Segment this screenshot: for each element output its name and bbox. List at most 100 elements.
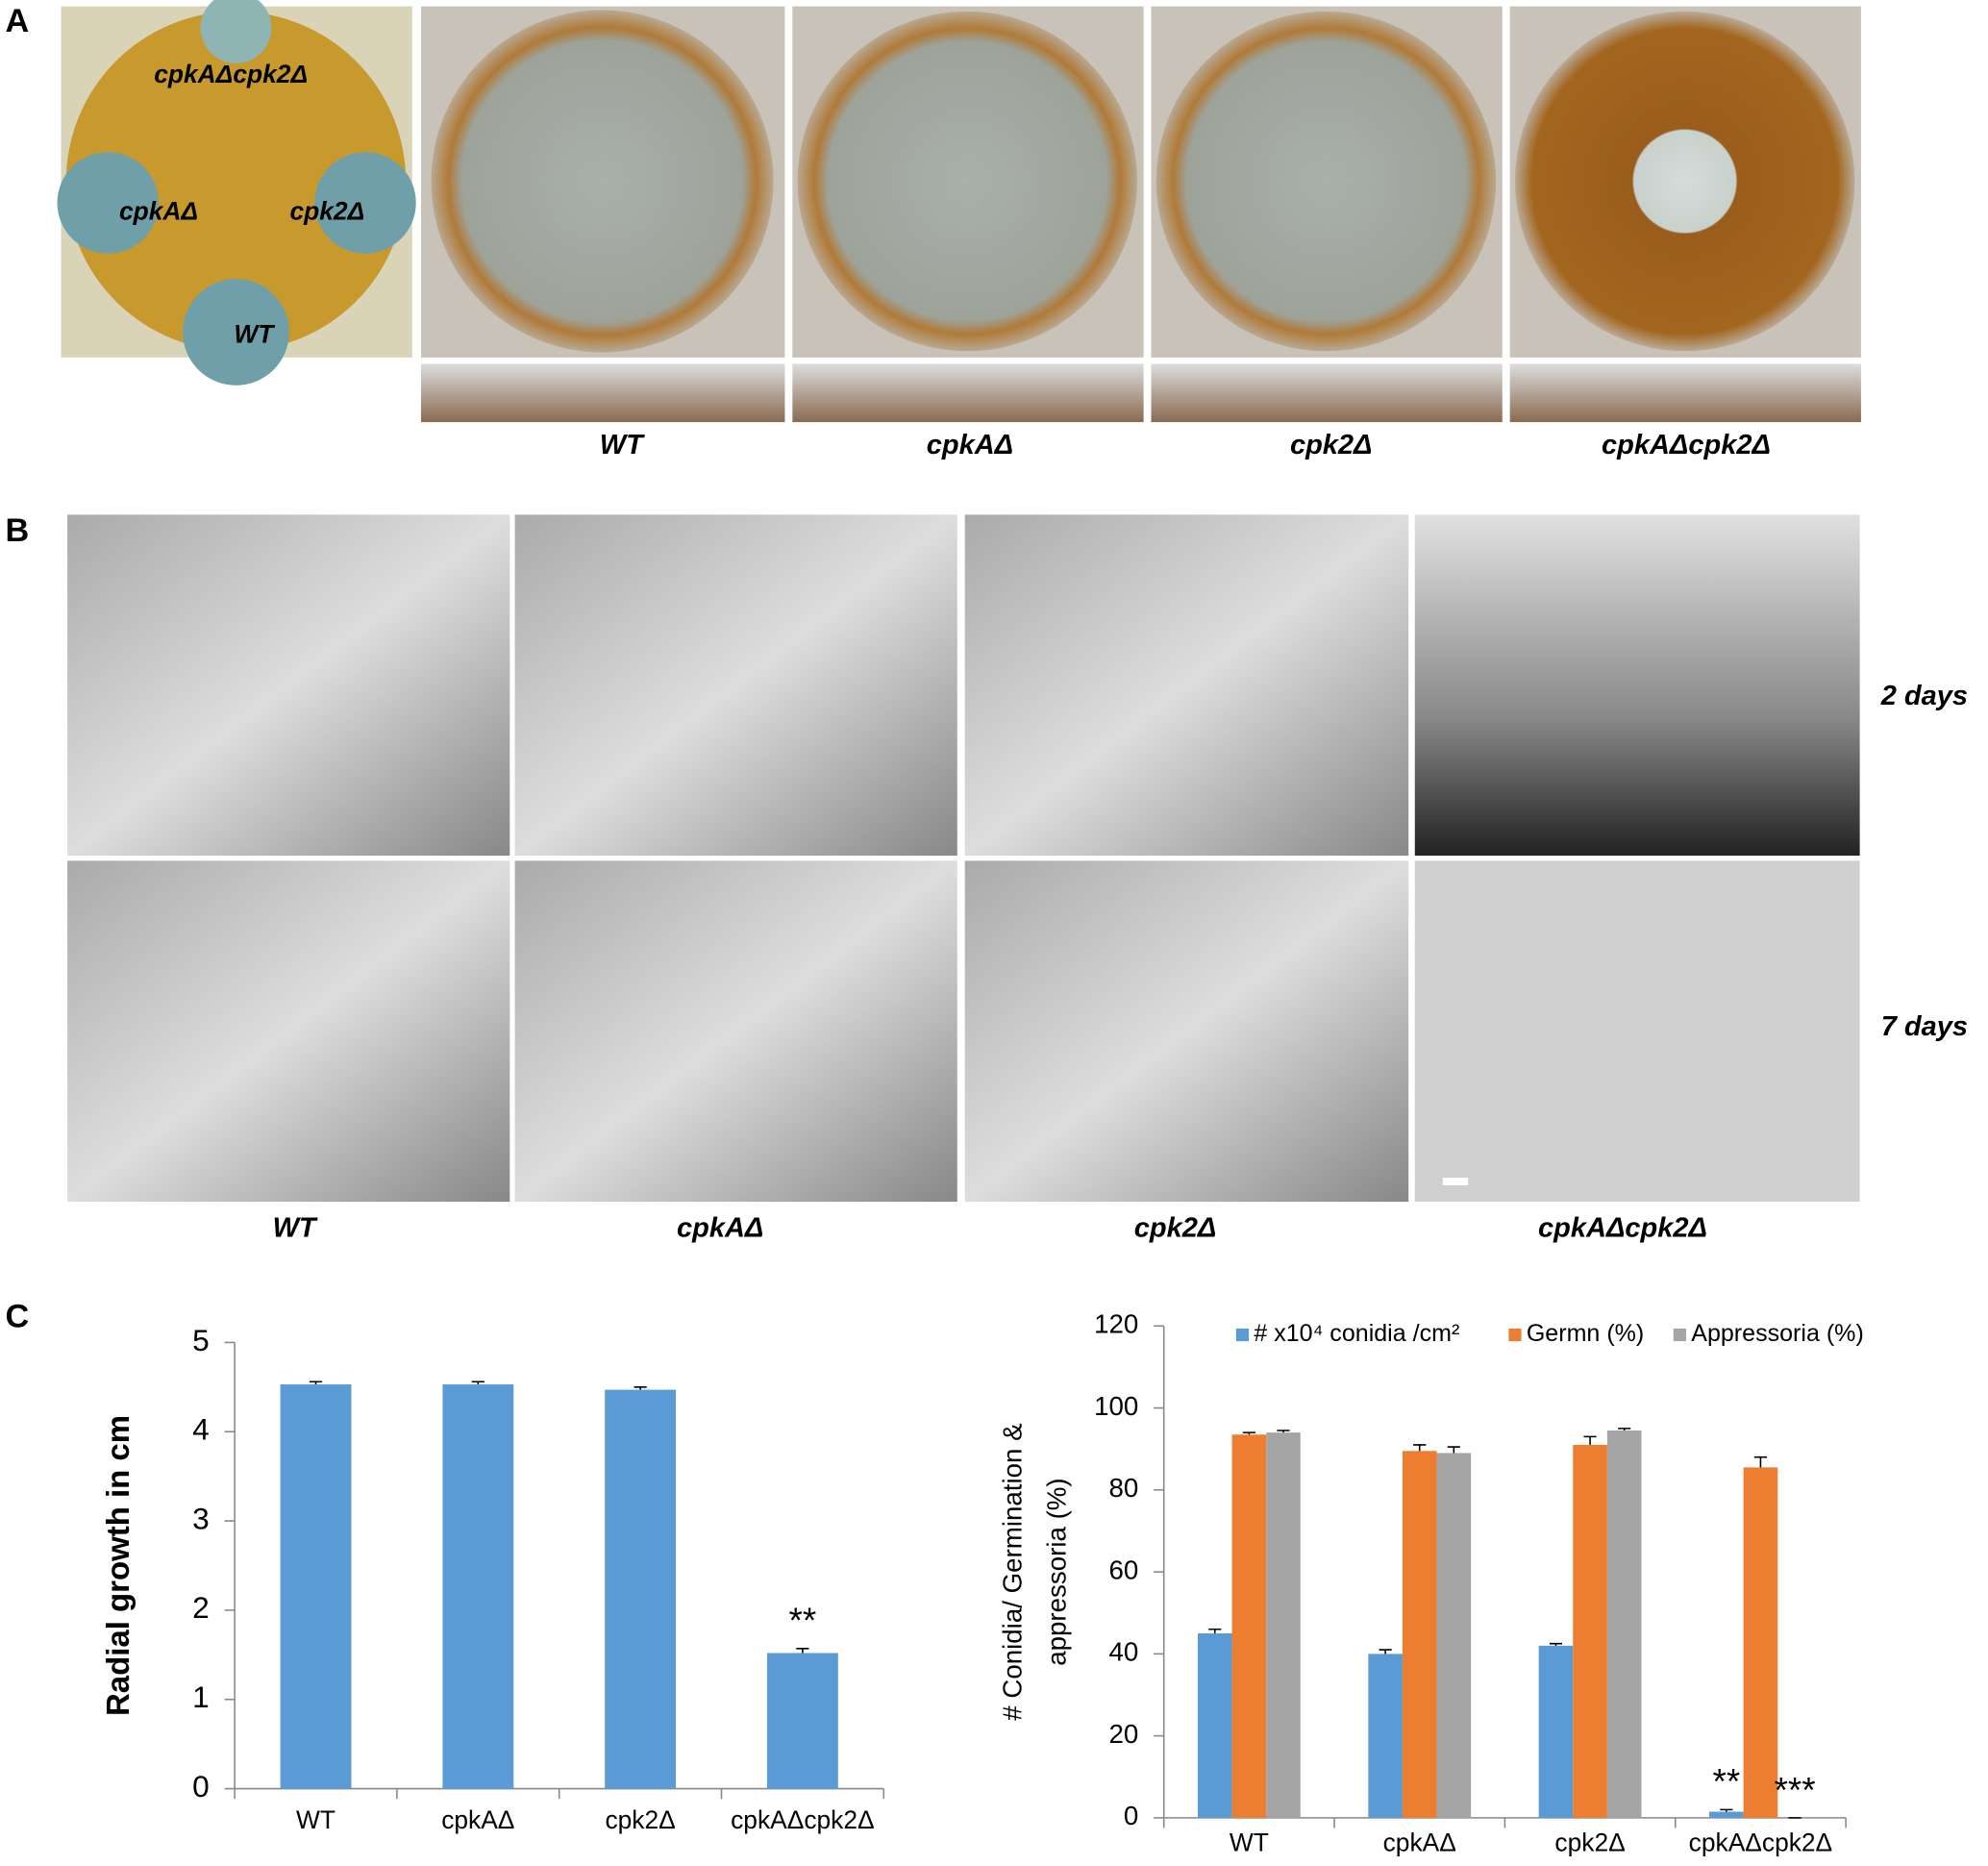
bar xyxy=(1606,1430,1642,1818)
error-bar xyxy=(1413,1444,1427,1452)
legend-swatch xyxy=(1508,1328,1522,1342)
annotation: *** xyxy=(1774,1770,1815,1809)
y-tick-label: 20 xyxy=(1109,1719,1139,1749)
micrograph xyxy=(964,860,1409,1203)
error-bar xyxy=(1720,1808,1733,1812)
y-tick-label: 40 xyxy=(1109,1637,1139,1667)
micrograph xyxy=(514,860,957,1203)
micrograph xyxy=(67,860,510,1203)
colony xyxy=(183,279,289,386)
x-tick-label: cpk2Δ xyxy=(605,1805,675,1834)
plate-label: cpk2Δ xyxy=(290,196,365,225)
x-tick-label: cpkAΔ xyxy=(441,1805,514,1834)
legend-label: Germn (%) xyxy=(1527,1320,1644,1347)
error-bar xyxy=(634,1386,647,1390)
y-axis-label: appressoria (%) xyxy=(1042,1478,1072,1665)
error-bar xyxy=(1753,1455,1768,1468)
bar xyxy=(1573,1444,1607,1818)
legend-label: Appressoria (%) xyxy=(1691,1320,1864,1347)
plate xyxy=(431,10,774,353)
bar xyxy=(1197,1633,1232,1818)
bar xyxy=(1402,1451,1437,1818)
plate xyxy=(797,11,1138,352)
row-label: 2 days xyxy=(1880,681,1968,711)
y-tick-label: 4 xyxy=(192,1412,210,1447)
bar xyxy=(605,1389,677,1789)
y-tick-label: 2 xyxy=(192,1590,210,1625)
x-tick-label: WT xyxy=(296,1805,335,1834)
bar xyxy=(1709,1811,1744,1818)
bar xyxy=(1266,1432,1301,1818)
micrograph xyxy=(964,514,1409,857)
bar xyxy=(1231,1434,1267,1818)
colony xyxy=(57,152,160,254)
column-label: cpkAΔcpk2Δ xyxy=(1538,1213,1707,1244)
y-axis-label: Radial growth in cm xyxy=(100,1415,136,1716)
column-label: cpk2Δ xyxy=(1134,1213,1217,1244)
x-tick-label: cpkAΔ xyxy=(1383,1829,1456,1857)
y-tick-label: 5 xyxy=(192,1323,210,1357)
legend-swatch xyxy=(1673,1328,1686,1342)
bar xyxy=(766,1653,838,1789)
side-view xyxy=(1509,363,1861,423)
panel-label: C xyxy=(5,1298,29,1334)
column-label: cpkAΔcpk2Δ xyxy=(1602,430,1771,460)
plate xyxy=(1156,11,1497,352)
error-bar xyxy=(1583,1435,1597,1445)
micrograph xyxy=(1414,514,1860,857)
error-bar xyxy=(309,1381,323,1385)
plate xyxy=(65,11,407,352)
column-label: WT xyxy=(273,1213,318,1244)
y-tick-label: 60 xyxy=(1109,1555,1139,1584)
colony xyxy=(200,0,272,63)
plate-label: cpkAΔ xyxy=(119,196,198,225)
colony xyxy=(314,152,416,254)
bar xyxy=(1538,1645,1574,1818)
side-view xyxy=(420,363,785,423)
plate xyxy=(1514,11,1855,352)
column-label: cpkAΔ xyxy=(927,430,1013,460)
bar xyxy=(1368,1654,1403,1818)
y-axis-label: # Conidia/ Germination & xyxy=(997,1423,1027,1721)
bar xyxy=(442,1384,514,1789)
panel-label: B xyxy=(5,512,29,549)
x-tick-label: cpk2Δ xyxy=(1554,1829,1625,1857)
y-tick-label: 80 xyxy=(1109,1473,1139,1503)
column-label: cpk2Δ xyxy=(1290,430,1373,460)
error-bar xyxy=(1379,1649,1392,1655)
x-tick-label: cpkAΔcpk2Δ xyxy=(731,1805,874,1834)
legend-swatch xyxy=(1235,1328,1250,1342)
column-label: cpkAΔ xyxy=(677,1213,763,1244)
y-tick-label: 0 xyxy=(1124,1801,1138,1830)
y-tick-label: 1 xyxy=(192,1679,210,1714)
micrograph xyxy=(67,514,510,857)
error-bar xyxy=(471,1381,485,1385)
panel-label: A xyxy=(5,3,29,39)
error-bar xyxy=(1618,1428,1631,1431)
plate-label: WT xyxy=(234,319,275,348)
annotation: ** xyxy=(789,1601,817,1640)
side-view xyxy=(792,363,1144,423)
legend-label: # x10⁴ conidia /cm² xyxy=(1254,1320,1459,1347)
panel-b-photos xyxy=(67,514,1860,1203)
y-tick-label: 3 xyxy=(192,1501,210,1535)
micrograph xyxy=(514,514,957,857)
bar xyxy=(280,1384,352,1789)
y-tick-label: 100 xyxy=(1094,1391,1138,1421)
bar xyxy=(1436,1453,1472,1818)
error-bar xyxy=(1208,1628,1222,1634)
scale-bar xyxy=(1442,1177,1469,1185)
panel-a-photos xyxy=(57,0,1861,423)
column-label: WT xyxy=(600,430,645,460)
error-bar xyxy=(1242,1431,1255,1435)
error-bar xyxy=(1549,1642,1563,1646)
y-tick-label: 0 xyxy=(192,1769,210,1804)
error-bar xyxy=(796,1648,809,1654)
error-bar xyxy=(1277,1430,1290,1433)
annotation: ** xyxy=(1712,1762,1740,1802)
micrograph xyxy=(1414,860,1860,1203)
plate-label: cpkAΔcpk2Δ xyxy=(154,60,308,88)
error-bar xyxy=(1447,1446,1460,1454)
x-tick-label: WT xyxy=(1230,1829,1269,1857)
